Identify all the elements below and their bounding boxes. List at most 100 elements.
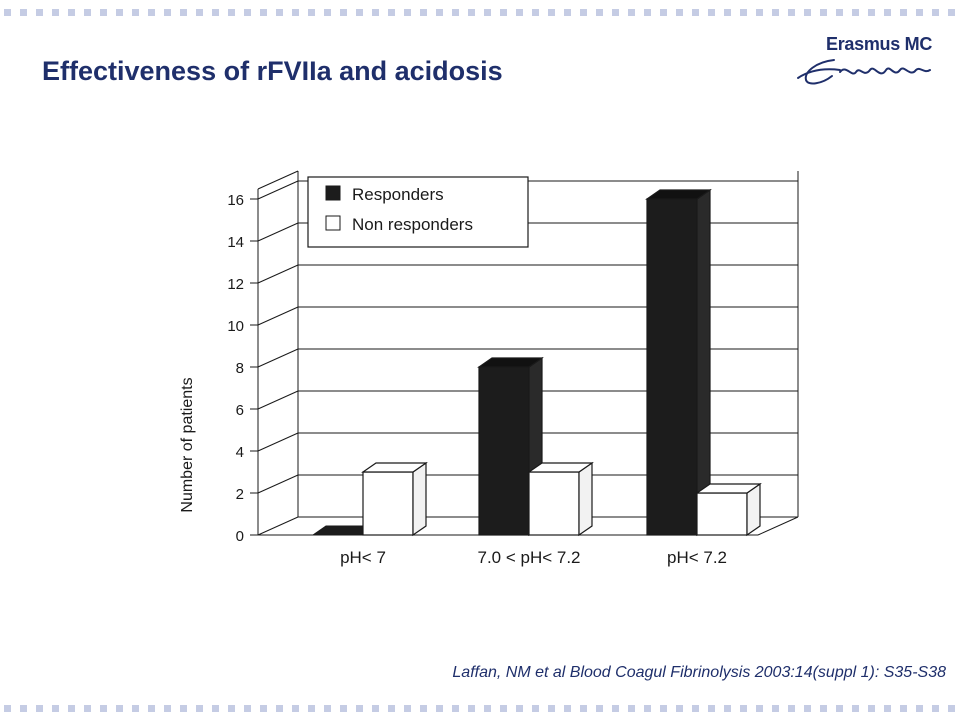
top-dotted-border	[4, 9, 955, 16]
border-dot	[676, 9, 683, 16]
border-dot	[468, 705, 475, 712]
border-dot	[132, 705, 139, 712]
bar-non-responders-front	[528, 471, 580, 536]
border-dot	[292, 9, 299, 16]
x-tick-label: pH< 7	[340, 548, 386, 567]
bar-non-responders-top	[695, 483, 762, 494]
border-dot	[740, 9, 747, 16]
border-dot	[116, 9, 123, 16]
border-dot	[452, 9, 459, 16]
border-dot	[212, 705, 219, 712]
bar-responders-side	[696, 188, 711, 537]
x-tick-label: pH< 7.2	[667, 548, 727, 567]
border-dot	[484, 9, 491, 16]
border-dot	[804, 705, 811, 712]
border-dot	[580, 705, 587, 712]
border-dot	[420, 705, 427, 712]
border-dot	[340, 9, 347, 16]
border-dot	[948, 9, 955, 16]
border-dot	[564, 705, 571, 712]
logo-text: Erasmus MC	[826, 34, 933, 54]
border-dot	[724, 9, 731, 16]
border-dot	[68, 9, 75, 16]
border-dot	[836, 9, 843, 16]
border-dot	[772, 9, 779, 16]
gridline-diagonal	[257, 348, 299, 368]
gridline-diagonal	[257, 516, 299, 536]
gridline-diagonal	[257, 390, 299, 410]
legend: Responders Non responders	[307, 176, 529, 248]
border-dot	[372, 9, 379, 16]
border-dot	[436, 705, 443, 712]
border-dot	[948, 705, 955, 712]
border-dot	[244, 705, 251, 712]
border-dot	[516, 705, 523, 712]
erasmus-mc-logo: Erasmus MC	[796, 26, 946, 96]
bar-responders	[645, 188, 712, 537]
floor-right-edge	[757, 516, 799, 536]
border-dot	[36, 9, 43, 16]
border-dot	[388, 705, 395, 712]
bar-non-responders	[361, 461, 428, 537]
border-dot	[148, 705, 155, 712]
y-axis-label: Number of patients	[179, 377, 196, 512]
border-dot	[756, 705, 763, 712]
border-dot	[724, 705, 731, 712]
border-dot	[4, 9, 11, 16]
y-tick-label: 0	[236, 528, 244, 545]
border-dot	[260, 9, 267, 16]
y-tick-label: 6	[236, 402, 244, 419]
border-dot	[420, 9, 427, 16]
bar-non-responders-front	[362, 471, 414, 536]
border-dot	[548, 705, 555, 712]
border-dot	[500, 9, 507, 16]
border-dot	[308, 705, 315, 712]
border-dot	[148, 9, 155, 16]
border-dot	[692, 9, 699, 16]
border-dot	[452, 705, 459, 712]
border-dot	[436, 9, 443, 16]
border-dot	[84, 705, 91, 712]
border-dot	[52, 705, 59, 712]
border-dot	[276, 9, 283, 16]
erasmus-signature-icon	[797, 59, 931, 85]
border-dot	[196, 705, 203, 712]
border-dot	[644, 9, 651, 16]
border-dot	[836, 705, 843, 712]
legend-label: Non responders	[352, 215, 473, 234]
bottom-dotted-border	[4, 705, 955, 712]
border-dot	[372, 705, 379, 712]
bar-responders-front	[478, 366, 530, 536]
y-tick-label: 10	[227, 318, 244, 335]
left-wall-top-edge	[257, 170, 299, 190]
border-dot	[564, 9, 571, 16]
border-dot	[4, 705, 11, 712]
border-dot	[260, 705, 267, 712]
border-dot	[820, 9, 827, 16]
border-dot	[708, 9, 715, 16]
border-dot	[788, 705, 795, 712]
border-dot	[468, 9, 475, 16]
border-dot	[388, 9, 395, 16]
border-dot	[100, 9, 107, 16]
bar-responders-top	[477, 357, 544, 368]
border-dot	[628, 9, 635, 16]
border-dot	[596, 705, 603, 712]
y-tick-label: 16	[227, 192, 244, 209]
border-dot	[132, 9, 139, 16]
legend-swatch	[325, 215, 341, 231]
border-dot	[868, 705, 875, 712]
border-dot	[900, 9, 907, 16]
border-dot	[660, 705, 667, 712]
border-dot	[916, 705, 923, 712]
border-dot	[628, 705, 635, 712]
border-dot	[612, 705, 619, 712]
border-dot	[580, 9, 587, 16]
border-dot	[180, 705, 187, 712]
border-dot	[772, 705, 779, 712]
legend-label: Responders	[352, 185, 444, 204]
border-dot	[276, 705, 283, 712]
border-dot	[852, 9, 859, 16]
border-dot	[196, 9, 203, 16]
bar-responders-front	[646, 198, 698, 536]
